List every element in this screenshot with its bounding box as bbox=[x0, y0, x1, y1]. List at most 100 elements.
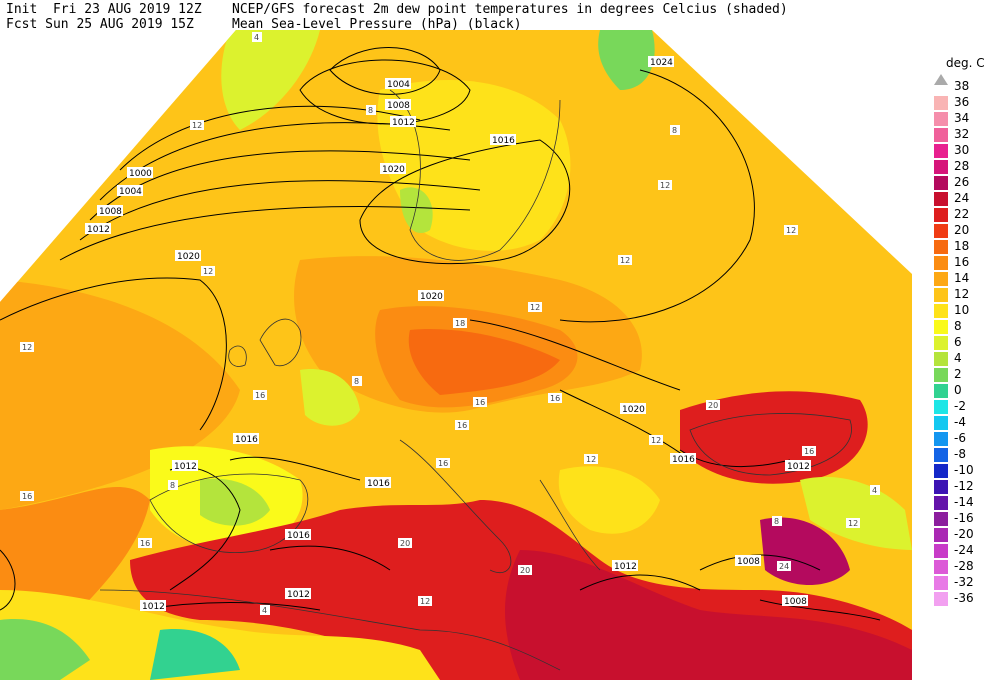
legend-label: -16 bbox=[954, 511, 974, 525]
legend-label: 26 bbox=[954, 175, 970, 189]
dewpoint-label: 20 bbox=[518, 565, 532, 575]
legend-swatch bbox=[934, 208, 948, 222]
legend-entry: 32 bbox=[930, 126, 996, 142]
legend-entry: 36 bbox=[930, 94, 996, 110]
svg-text:8: 8 bbox=[672, 126, 677, 135]
dewpoint-label: 12 bbox=[201, 266, 215, 276]
legend-swatch bbox=[934, 112, 948, 126]
dewpoint-label: 16 bbox=[455, 420, 469, 430]
legend-swatch bbox=[934, 96, 948, 110]
legend-label: -2 bbox=[954, 399, 966, 413]
svg-text:16: 16 bbox=[475, 398, 485, 407]
legend-swatch bbox=[934, 448, 948, 462]
alps-zone bbox=[408, 329, 560, 395]
legend-label: 32 bbox=[954, 127, 970, 141]
forecast-time: Fcst Sun 25 AUG 2019 15Z bbox=[6, 17, 194, 32]
dewpoint-label: 20 bbox=[398, 538, 412, 548]
dewpoint-label: 8 bbox=[670, 125, 680, 135]
legend-swatch bbox=[934, 224, 948, 238]
map-subtitle: Mean Sea-Level Pressure (hPa) (black) bbox=[232, 17, 522, 32]
legend-entry: -8 bbox=[930, 446, 996, 462]
legend-swatch bbox=[934, 176, 948, 190]
dewpoint-label: 16 bbox=[473, 397, 487, 407]
legend-entry: 0 bbox=[930, 382, 996, 398]
dewpoint-label: 4 bbox=[252, 32, 262, 42]
legend-swatch bbox=[934, 400, 948, 414]
dewpoint-labels: 4 8 12 12 8 12 12 12 16 16 16 18 16 16 2… bbox=[20, 32, 880, 615]
legend-label: -20 bbox=[954, 527, 974, 541]
init-time: Init Fri 23 AUG 2019 12Z bbox=[6, 2, 202, 17]
legend-swatch bbox=[934, 480, 948, 494]
legend-label: 10 bbox=[954, 303, 970, 317]
legend-entry: -12 bbox=[930, 478, 996, 494]
legend-label: 18 bbox=[954, 239, 970, 253]
dewpoint-label: 12 bbox=[584, 454, 598, 464]
sahara-dry-zone bbox=[150, 629, 240, 680]
isobar-label: 1016 bbox=[287, 531, 310, 541]
legend-entry: 20 bbox=[930, 222, 996, 238]
svg-text:16: 16 bbox=[140, 539, 150, 548]
svg-text:16: 16 bbox=[804, 447, 814, 456]
svg-text:4: 4 bbox=[872, 486, 877, 495]
legend-entry: -10 bbox=[930, 462, 996, 478]
legend-entry: 38 bbox=[930, 78, 996, 94]
dewpoint-label: 8 bbox=[366, 105, 376, 115]
legend-label: -14 bbox=[954, 495, 974, 509]
svg-text:12: 12 bbox=[651, 436, 661, 445]
dewpoint-label: 8 bbox=[352, 376, 362, 386]
isobar-label: 1016 bbox=[672, 455, 695, 465]
dewpoint-label: 24 bbox=[777, 561, 791, 571]
legend-swatch bbox=[934, 416, 948, 430]
dewpoint-label: 12 bbox=[649, 435, 663, 445]
north-africa-zone bbox=[0, 590, 440, 680]
svg-text:12: 12 bbox=[22, 343, 32, 352]
legend-entry: 22 bbox=[930, 206, 996, 222]
svg-text:8: 8 bbox=[354, 377, 359, 386]
legend-label: 24 bbox=[954, 191, 970, 205]
legend-entry: 34 bbox=[930, 110, 996, 126]
legend-swatch bbox=[934, 560, 948, 574]
legend-entry: 18 bbox=[930, 238, 996, 254]
legend-entry: -32 bbox=[930, 574, 996, 590]
isobar-label: 1020 bbox=[177, 252, 200, 262]
isobar-label: 1012 bbox=[614, 562, 637, 572]
legend-entry: 14 bbox=[930, 270, 996, 286]
legend-swatch bbox=[934, 272, 948, 286]
legend-swatch bbox=[934, 288, 948, 302]
dewpoint-label: 12 bbox=[418, 596, 432, 606]
isobar-label: 1012 bbox=[142, 602, 165, 612]
svg-text:12: 12 bbox=[203, 267, 213, 276]
legend-swatch bbox=[934, 352, 948, 366]
legend-entry: 6 bbox=[930, 334, 996, 350]
dewpoint-label: 16 bbox=[802, 446, 816, 456]
legend-label: 30 bbox=[954, 143, 970, 157]
isobar-label: 1012 bbox=[787, 462, 810, 472]
legend-label: 14 bbox=[954, 271, 970, 285]
isobar-label: 1016 bbox=[235, 435, 258, 445]
isobar-label: 1000 bbox=[129, 169, 152, 179]
isobar-label: 1012 bbox=[174, 462, 197, 472]
dewpoint-label: 12 bbox=[20, 342, 34, 352]
svg-text:8: 8 bbox=[170, 481, 175, 490]
svg-text:4: 4 bbox=[254, 33, 259, 42]
legend-label: 2 bbox=[954, 367, 962, 381]
legend-label: 34 bbox=[954, 111, 970, 125]
balkans-zone bbox=[558, 466, 660, 534]
dewpoint-label: 16 bbox=[548, 393, 562, 403]
legend-entry: 2 bbox=[930, 366, 996, 382]
legend-label: 20 bbox=[954, 223, 970, 237]
isobar-label: 1016 bbox=[367, 479, 390, 489]
legend-entry: 12 bbox=[930, 286, 996, 302]
legend-label: -24 bbox=[954, 543, 974, 557]
svg-text:12: 12 bbox=[848, 519, 858, 528]
isobar-label: 1012 bbox=[87, 225, 110, 235]
isobar-label: 1012 bbox=[287, 590, 310, 600]
legend-unit: deg. C bbox=[946, 56, 985, 70]
legend-entry: -28 bbox=[930, 558, 996, 574]
iberia-dry-zone bbox=[200, 478, 270, 526]
legend-label: 8 bbox=[954, 319, 962, 333]
legend-swatch bbox=[934, 576, 948, 590]
legend-entry: -16 bbox=[930, 510, 996, 526]
legend-entry: 4 bbox=[930, 350, 996, 366]
norway-wet-zone bbox=[400, 187, 433, 234]
